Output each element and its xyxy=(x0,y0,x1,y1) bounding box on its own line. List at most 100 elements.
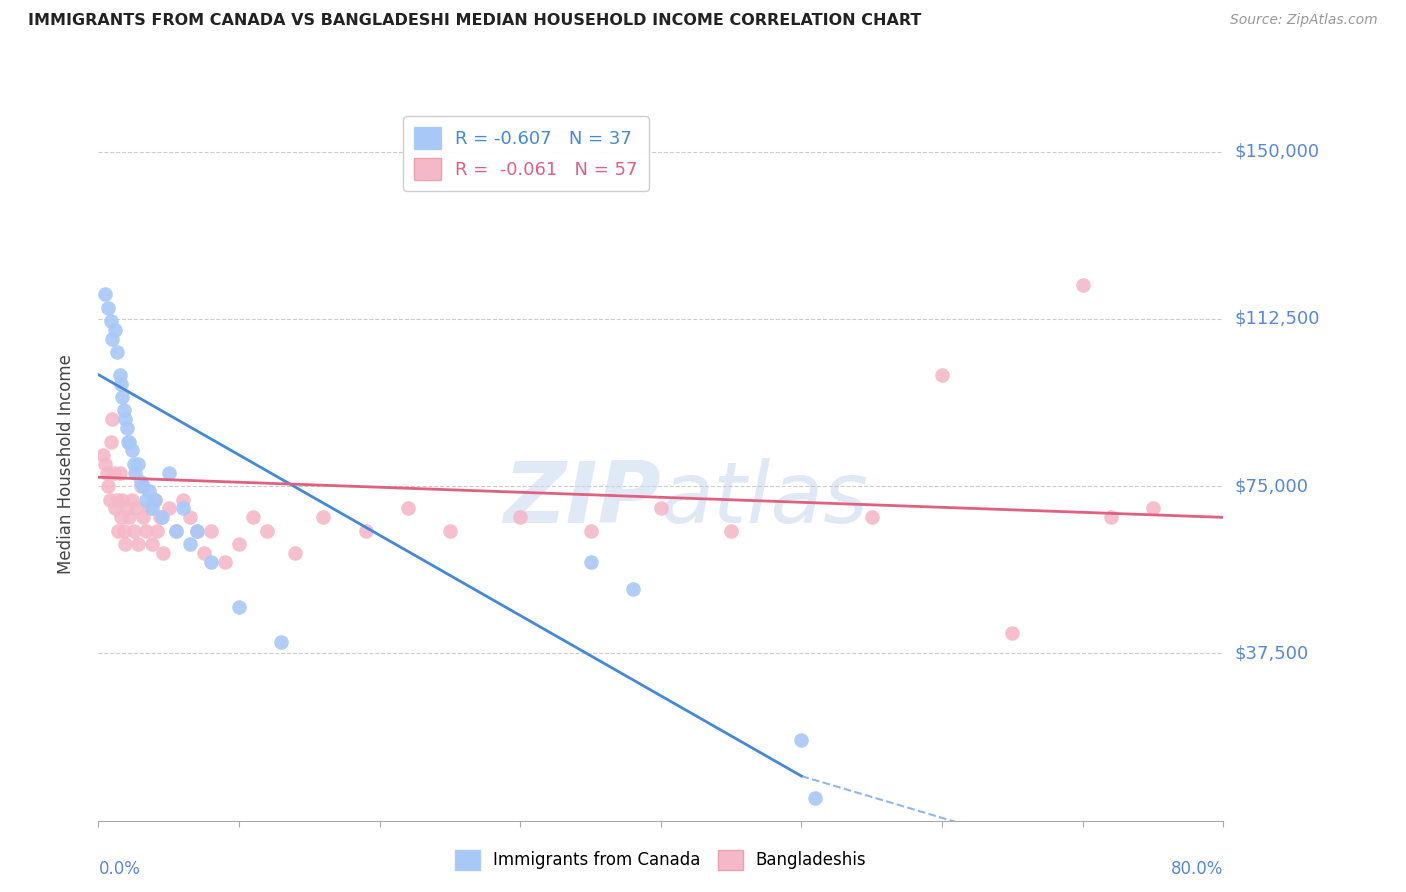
Point xyxy=(200,524,222,538)
Point xyxy=(100,434,122,449)
Point xyxy=(111,492,134,507)
Point xyxy=(650,501,672,516)
Point xyxy=(135,492,157,507)
Y-axis label: Median Household Income: Median Household Income xyxy=(56,354,75,574)
Point xyxy=(121,492,143,507)
Point xyxy=(179,537,201,551)
Point xyxy=(108,368,131,382)
Point xyxy=(157,466,180,480)
Point xyxy=(141,501,163,516)
Point xyxy=(101,332,124,346)
Text: IMMIGRANTS FROM CANADA VS BANGLADESHI MEDIAN HOUSEHOLD INCOME CORRELATION CHART: IMMIGRANTS FROM CANADA VS BANGLADESHI ME… xyxy=(28,13,921,29)
Point xyxy=(200,555,222,569)
Point xyxy=(157,501,180,516)
Point xyxy=(112,403,135,417)
Point xyxy=(91,448,114,462)
Point xyxy=(141,537,163,551)
Point xyxy=(105,492,128,507)
Point xyxy=(111,390,134,404)
Point xyxy=(118,510,141,524)
Point xyxy=(509,510,531,524)
Point xyxy=(129,475,152,489)
Point xyxy=(1142,501,1164,516)
Point xyxy=(172,501,194,516)
Point xyxy=(179,510,201,524)
Point xyxy=(186,524,208,538)
Point xyxy=(146,524,169,538)
Point xyxy=(127,457,149,471)
Point xyxy=(149,510,172,524)
Point xyxy=(122,524,145,538)
Point xyxy=(135,524,157,538)
Point xyxy=(132,510,155,524)
Point xyxy=(270,635,292,649)
Text: Source: ZipAtlas.com: Source: ZipAtlas.com xyxy=(1230,13,1378,28)
Text: $112,500: $112,500 xyxy=(1234,310,1320,328)
Point xyxy=(150,510,173,524)
Point xyxy=(98,492,121,507)
Point xyxy=(107,524,129,538)
Point xyxy=(125,501,148,516)
Text: atlas: atlas xyxy=(661,458,869,541)
Point xyxy=(124,466,146,480)
Point xyxy=(110,510,132,524)
Point xyxy=(439,524,461,538)
Point xyxy=(138,501,160,516)
Point xyxy=(105,345,128,359)
Point xyxy=(129,479,152,493)
Point xyxy=(143,492,166,507)
Point xyxy=(101,412,124,426)
Point xyxy=(931,368,953,382)
Point xyxy=(118,434,141,449)
Point xyxy=(228,537,250,551)
Point xyxy=(193,546,215,560)
Point xyxy=(214,555,236,569)
Point xyxy=(790,733,813,747)
Point xyxy=(104,501,127,516)
Point xyxy=(110,376,132,391)
Text: $37,500: $37,500 xyxy=(1234,644,1309,663)
Point xyxy=(720,524,742,538)
Point xyxy=(354,524,377,538)
Point xyxy=(1001,626,1024,640)
Point xyxy=(104,323,127,337)
Point xyxy=(127,537,149,551)
Text: 0.0%: 0.0% xyxy=(98,860,141,878)
Point xyxy=(284,546,307,560)
Point xyxy=(152,546,174,560)
Point xyxy=(165,524,187,538)
Point xyxy=(94,457,117,471)
Point xyxy=(94,287,117,301)
Point xyxy=(186,524,208,538)
Point xyxy=(117,434,139,449)
Point xyxy=(396,501,419,516)
Point xyxy=(804,791,827,805)
Point xyxy=(97,479,120,493)
Text: $75,000: $75,000 xyxy=(1234,477,1309,495)
Point xyxy=(122,457,145,471)
Point xyxy=(138,483,160,498)
Point xyxy=(312,510,335,524)
Point xyxy=(579,524,602,538)
Point xyxy=(228,599,250,614)
Point xyxy=(579,555,602,569)
Point xyxy=(96,466,118,480)
Point xyxy=(242,510,264,524)
Legend: Immigrants from Canada, Bangladeshis: Immigrants from Canada, Bangladeshis xyxy=(449,843,873,877)
Point xyxy=(108,466,131,480)
Text: 80.0%: 80.0% xyxy=(1171,860,1223,878)
Point xyxy=(112,524,135,538)
Point xyxy=(172,492,194,507)
Point xyxy=(1071,278,1094,293)
Point xyxy=(621,582,644,596)
Point xyxy=(1099,510,1122,524)
Point xyxy=(114,537,136,551)
Text: $150,000: $150,000 xyxy=(1234,143,1319,161)
Point xyxy=(860,510,883,524)
Point xyxy=(132,479,155,493)
Point xyxy=(165,524,187,538)
Point xyxy=(256,524,278,538)
Point xyxy=(143,492,166,507)
Text: ZIP: ZIP xyxy=(503,458,661,541)
Point xyxy=(121,443,143,458)
